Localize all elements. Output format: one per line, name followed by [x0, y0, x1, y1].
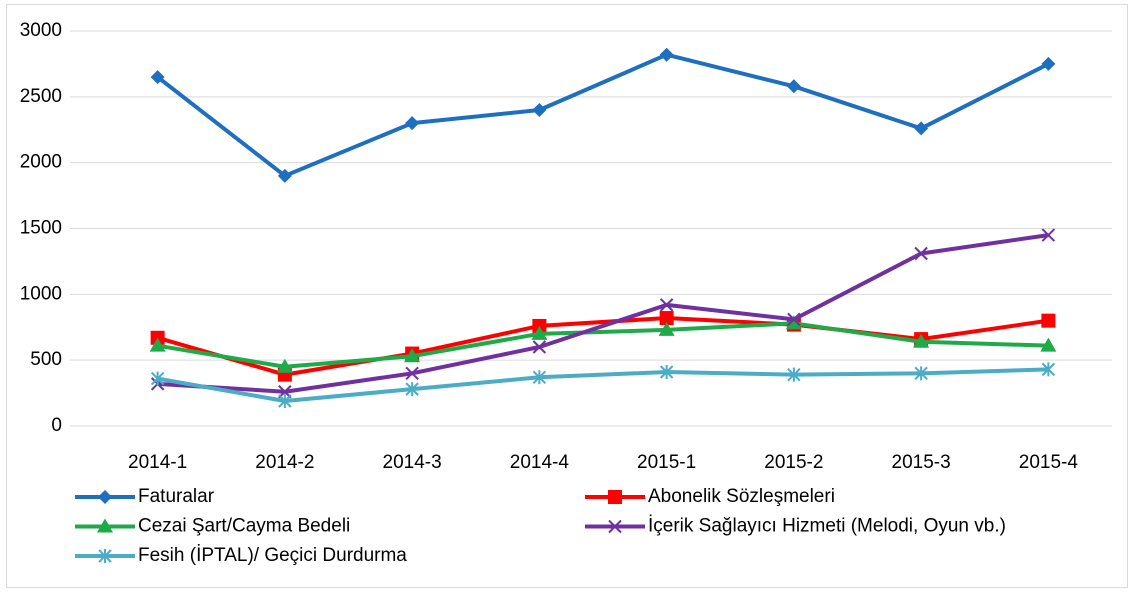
x-tick-label: 2015-2 — [764, 452, 823, 473]
series-line — [157, 321, 1049, 369]
point — [277, 168, 292, 183]
y-tick-label: 1000 — [20, 283, 62, 304]
legend-item: Faturalar — [75, 486, 215, 507]
y-tick-label: 0 — [51, 415, 62, 436]
point — [405, 116, 420, 131]
legend-item: İçerik Sağlayıcı Hizmeti (Melodi, Oyun v… — [585, 516, 1006, 537]
point — [532, 370, 547, 385]
point — [150, 371, 165, 386]
point — [785, 315, 802, 330]
series-line — [156, 52, 1050, 178]
point — [532, 340, 547, 354]
legend-label: Cezai Şart/Cayma Bedeli — [138, 516, 350, 537]
point — [787, 312, 801, 327]
y-tick-label: 3000 — [20, 20, 62, 41]
point — [786, 79, 801, 94]
point — [405, 366, 419, 381]
point — [532, 103, 547, 117]
point — [1041, 56, 1056, 71]
legend-item: Cezai Şart/Cayma Bedeli — [75, 516, 350, 537]
point — [659, 311, 674, 326]
x-tick-label: 2015-3 — [892, 452, 951, 473]
point — [531, 325, 548, 340]
legend-item: Abonelik Sözleşmeleri — [585, 486, 835, 507]
y-tick-label: 500 — [30, 349, 62, 370]
point — [1041, 228, 1056, 242]
point — [149, 337, 166, 352]
legend-marker — [98, 490, 112, 504]
point — [914, 121, 929, 136]
point — [787, 367, 801, 382]
point — [914, 366, 928, 381]
legend-label: Abonelik Sözleşmeleri — [648, 486, 835, 507]
x-tick-label: 2014-2 — [255, 452, 314, 473]
point — [405, 382, 419, 397]
x-tick-label: 2014-4 — [510, 452, 570, 473]
series-line — [157, 233, 1049, 394]
point — [404, 348, 421, 363]
point — [1041, 313, 1056, 328]
point — [659, 298, 674, 312]
point — [150, 70, 165, 85]
point — [276, 358, 293, 373]
point — [1041, 362, 1056, 377]
x-tick-label: 2014-1 — [128, 452, 187, 473]
chart-frame — [6, 4, 1128, 588]
x-tick-label: 2014-3 — [383, 452, 442, 473]
legend-marker — [608, 519, 622, 534]
y-tick-label: 2000 — [20, 152, 62, 173]
legend-marker — [608, 490, 622, 504]
legend-label: Fesih (İPTAL)/ Geçici Durdurma — [138, 545, 407, 566]
legend-label: Faturalar — [138, 486, 215, 507]
point — [278, 393, 292, 408]
legend-label: İçerik Sağlayıcı Hizmeti (Melodi, Oyun v… — [648, 516, 1006, 537]
x-tick-label: 2015-1 — [637, 452, 696, 473]
y-tick-label: 2500 — [20, 86, 62, 107]
series-line — [157, 367, 1049, 403]
legend-marker — [97, 518, 113, 533]
y-tick-label: 1500 — [20, 218, 62, 239]
x-tick-label: 2015-4 — [1019, 452, 1079, 473]
point — [658, 321, 675, 336]
legend-marker — [98, 549, 112, 563]
point — [914, 246, 928, 261]
legend-item: Fesih (İPTAL)/ Geçici Durdurma — [75, 545, 407, 566]
point — [659, 365, 674, 380]
point — [913, 333, 930, 348]
point — [1040, 337, 1057, 352]
point — [659, 47, 674, 62]
